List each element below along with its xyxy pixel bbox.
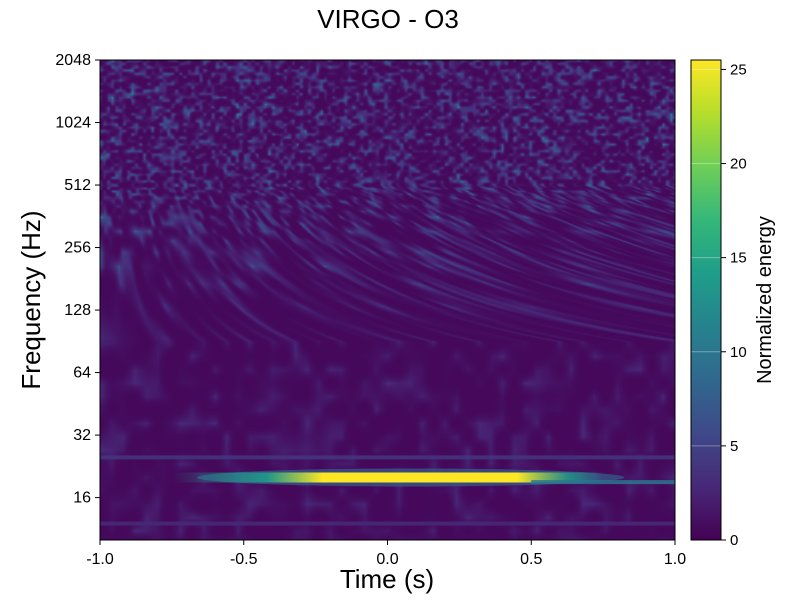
y-axis: 16 32 64 128 256 512 1024 2048 — [55, 52, 100, 507]
energy-line — [531, 480, 675, 485]
y-tick-label: 2048 — [55, 52, 91, 69]
energy-line — [100, 455, 675, 460]
y-tick-label: 64 — [73, 365, 91, 382]
y-tick-label: 256 — [64, 240, 91, 257]
heatmap-image — [100, 60, 675, 540]
x-axis: -1.0 -0.5 0.0 0.5 1.0 — [86, 540, 686, 568]
y-tick-label: 16 — [73, 490, 91, 507]
colorbar-tick-label: 5 — [730, 438, 738, 455]
x-tick-label: -1.0 — [86, 551, 114, 568]
energy-line — [100, 521, 675, 526]
colorbar: 0 5 10 15 20 25 — [690, 59, 747, 549]
colorbar-tick-label: 25 — [730, 61, 747, 78]
y-tick-label: 32 — [73, 427, 91, 444]
x-tick-label: 0.0 — [376, 551, 398, 568]
energy-band — [171, 472, 604, 483]
x-tick-label: -0.5 — [230, 551, 258, 568]
colorbar-ticks: 0 5 10 15 20 25 — [691, 61, 747, 549]
chart-title: VIRGO - O3 — [317, 4, 459, 34]
y-tick-label: 1024 — [55, 115, 91, 132]
y-tick-label: 128 — [64, 302, 91, 319]
x-tick-label: 0.5 — [520, 551, 542, 568]
colorbar-tick-label: 10 — [730, 344, 747, 361]
y-axis-label: Frequency (Hz) — [16, 210, 46, 389]
colorbar-tick-label: 0 — [730, 532, 738, 549]
y-tick-label: 512 — [64, 177, 91, 194]
heatmap-features — [100, 455, 675, 526]
colorbar-fill — [691, 60, 721, 540]
x-axis-label: Time (s) — [340, 564, 434, 594]
colorbar-tick-label: 15 — [730, 250, 747, 267]
colorbar-tick-label: 20 — [730, 156, 747, 173]
plot-area — [99, 59, 676, 541]
colorbar-frame — [690, 59, 722, 541]
x-tick-label: 1.0 — [664, 551, 686, 568]
colorbar-label: Normalized energy — [754, 216, 776, 384]
